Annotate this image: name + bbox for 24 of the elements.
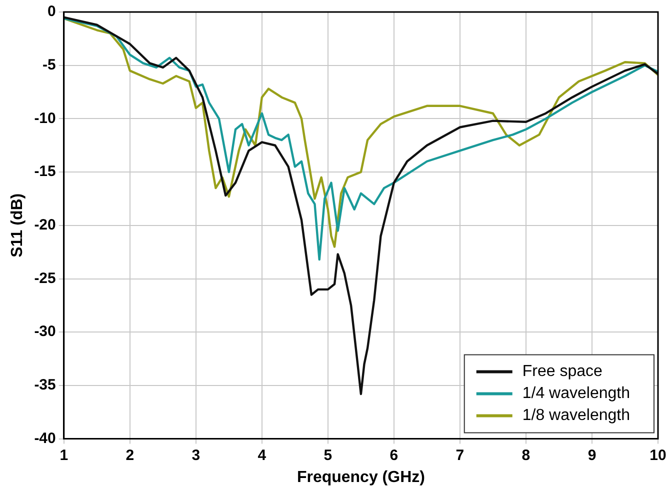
x-tick-label: 9 xyxy=(588,446,596,464)
y-tick-label: -35 xyxy=(34,376,56,394)
legend-label: 1/4 wavelength xyxy=(522,385,630,402)
x-tick-label: 3 xyxy=(192,446,200,464)
x-tick-label: 2 xyxy=(126,446,134,464)
x-tick-label: 6 xyxy=(390,446,398,464)
legend-label: 1/8 wavelength xyxy=(522,407,630,424)
y-tick-label: 0 xyxy=(48,3,56,20)
x-tick-label: 8 xyxy=(522,446,530,464)
x-tick-label: 1 xyxy=(60,446,68,464)
x-tick-label: 7 xyxy=(456,446,464,464)
x-axis-title: Frequency (GHz) xyxy=(296,468,425,486)
x-tick-label: 10 xyxy=(650,446,666,464)
y-tick-label: -30 xyxy=(34,323,56,340)
y-tick-label: -5 xyxy=(42,56,56,74)
y-tick-label: -25 xyxy=(34,270,56,287)
y-tick-label: -15 xyxy=(34,163,56,180)
x-tick-label: 5 xyxy=(324,446,332,464)
y-tick-label: -40 xyxy=(34,430,56,447)
y-tick-label: -20 xyxy=(34,216,56,234)
legend-label: Free space xyxy=(522,363,603,380)
y-axis-title: S11 (dB) xyxy=(9,193,26,258)
x-tick-label: 4 xyxy=(258,446,267,464)
y-tick-label: -10 xyxy=(34,110,56,127)
